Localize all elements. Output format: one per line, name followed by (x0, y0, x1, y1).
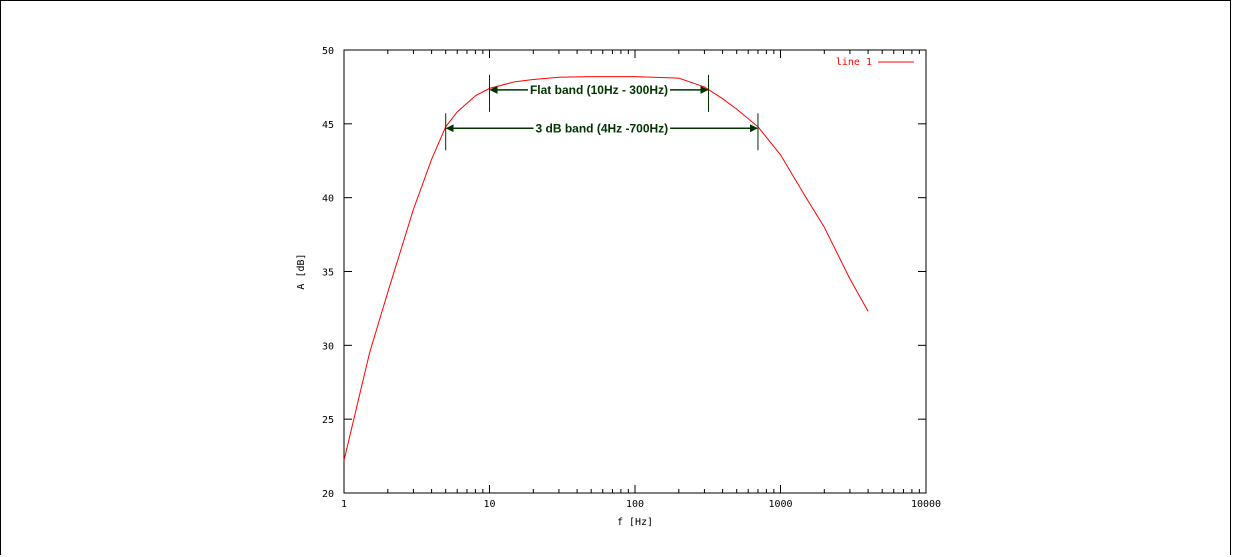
y-tick-label: 25 (322, 415, 334, 426)
y-tick-label: 45 (322, 120, 334, 131)
series-line-1 (343, 76, 869, 461)
band-label: 3 dB band (4Hz -700Hz) (535, 121, 668, 135)
y-tick-label: 20 (322, 489, 334, 500)
x-axis-label: f [Hz] (617, 517, 653, 528)
y-tick-label: 30 (322, 341, 334, 352)
plot-area (343, 49, 927, 494)
plot-border (343, 49, 927, 494)
legend: line 1 (836, 57, 914, 68)
x-tick-label: 100 (626, 499, 644, 510)
x-tick-label: 1000 (768, 499, 792, 510)
band-label: Flat band (10Hz - 300Hz) (530, 83, 668, 97)
axis-ticks: 1 10 100 1000 10000 20 25 30 35 40 45 50 (322, 46, 941, 510)
x-tick-label: 10 (483, 499, 495, 510)
series-group (343, 76, 869, 461)
y-axis-label: A [dB] (296, 253, 307, 289)
annotations-group: Flat band (10Hz - 300Hz) 3 dB band (4Hz -… (445, 74, 759, 151)
legend-label: line 1 (836, 57, 872, 68)
y-tick-label: 35 (322, 268, 334, 279)
band-label-background (533, 120, 671, 137)
y-tick-label: 50 (322, 46, 334, 57)
y-tick-label: 40 (322, 194, 334, 205)
x-tick-label: 1 (341, 499, 347, 510)
band-label-background (527, 81, 671, 98)
x-tick-label: 10000 (911, 499, 941, 510)
